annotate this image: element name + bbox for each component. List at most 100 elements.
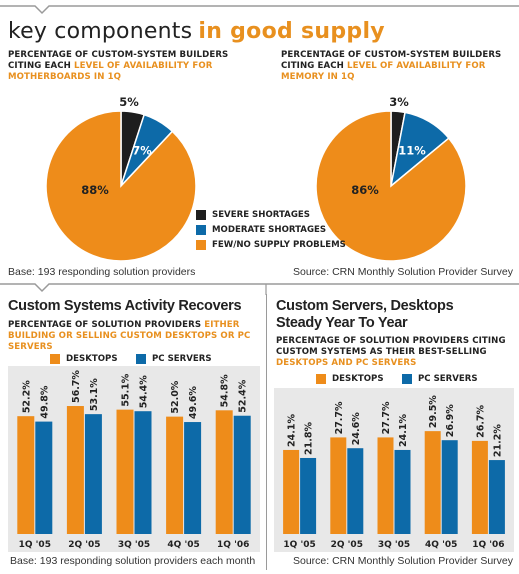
pie1-subtitle-a: PERCENTAGE OF CUSTOM-SYSTEM BUILDERS CIT…: [8, 50, 229, 71]
bar2-title-line2: Steady Year To Year: [276, 315, 408, 331]
legend-swatch-blue: [401, 373, 412, 384]
pie-label: 3%: [389, 95, 409, 109]
bar: [471, 440, 488, 534]
bar1-title: Custom Systems Activity Recovers: [8, 298, 242, 314]
legend-swatch-blue: [135, 353, 146, 364]
header-rule: [0, 5, 519, 15]
bar-value-label: 56.7%: [71, 370, 82, 403]
pie-label: 86%: [351, 183, 379, 197]
bar: [347, 448, 364, 534]
bar: [330, 437, 347, 534]
pie2-subtitle-a: PERCENTAGE OF CUSTOM-SYSTEM BUILDERS CIT…: [281, 50, 502, 71]
x-tick-label: 1Q '06: [217, 540, 249, 550]
bar: [424, 431, 441, 534]
legend-swatch-orange: [196, 239, 206, 250]
pie-slice: [45, 110, 197, 262]
column-divider: [266, 294, 267, 570]
x-tick-label: 2Q '05: [68, 540, 100, 550]
bar: [17, 416, 35, 534]
legend-swatch-orange: [316, 373, 326, 384]
x-tick-label: 1Q '06: [472, 540, 504, 550]
legend-moderate: MODERATE SHORTAGES: [196, 223, 346, 238]
bar2-subtitle-b: DESKTOPS AND PC SERVERS: [276, 358, 417, 368]
bar: [300, 457, 317, 534]
bar-value-label: 27.7%: [334, 401, 345, 434]
legend-few: FEW/NO SUPPLY PROBLEMS: [196, 238, 346, 253]
bar1-legend-servers: PC SERVERS: [135, 352, 212, 367]
page-title: key components in good supply: [8, 18, 385, 44]
pie-label: 11%: [398, 143, 426, 157]
bar: [488, 460, 505, 534]
bar2-legend: DESKTOPS PC SERVERS: [316, 368, 478, 387]
bar1-legend: DESKTOPS PC SERVERS: [50, 348, 212, 367]
bar-value-label: 52.4%: [238, 379, 249, 412]
section-rule: [0, 283, 519, 295]
legend-label: SEVERE SHORTAGES: [212, 210, 310, 220]
bar-value-label: 49.6%: [188, 386, 199, 419]
bar-value-label: 21.8%: [304, 422, 315, 455]
x-tick-label: 4Q '05: [167, 540, 199, 550]
bar: [35, 421, 53, 534]
page-title-a: key components: [8, 19, 193, 44]
legend-severe: SEVERE SHORTAGES: [196, 208, 346, 223]
bar: [166, 416, 184, 534]
bar-value-label: 24.6%: [351, 412, 362, 445]
bar1-legend-desktops: DESKTOPS: [50, 352, 118, 367]
bar: [66, 406, 84, 534]
legend-label: FEW/NO SUPPLY PROBLEMS: [212, 240, 346, 250]
x-tick-label: 1Q '05: [283, 540, 315, 550]
pie-legend: SEVERE SHORTAGES MODERATE SHORTAGES FEW/…: [196, 208, 346, 253]
pie1-subtitle-b: LEVEL OF AVAILABILITY FOR MOTHERBOARDS I…: [8, 61, 213, 82]
x-tick-label: 3Q '05: [118, 540, 150, 550]
bar-value-label: 21.2%: [492, 424, 503, 457]
pie-label: 5%: [119, 95, 139, 109]
bar-value-label: 49.8%: [39, 385, 50, 418]
bar1-subtitle: PERCENTAGE OF SOLUTION PROVIDERS EITHER …: [8, 320, 260, 353]
bar-value-label: 24.1%: [287, 414, 298, 447]
bar: [441, 440, 458, 534]
pie1-subtitle: PERCENTAGE OF CUSTOM-SYSTEM BUILDERS CIT…: [8, 50, 248, 83]
bar2-source-note: Source: CRN Monthly Solution Provider Su…: [292, 555, 513, 567]
legend-label: PC SERVERS: [151, 354, 212, 364]
x-tick-label: 3Q '05: [378, 540, 410, 550]
bar-value-label: 52.2%: [21, 380, 32, 413]
top-source-note: Source: CRN Monthly Solution Provider Su…: [292, 266, 513, 278]
bar-value-label: 29.5%: [428, 395, 439, 428]
bar-value-label: 26.9%: [445, 404, 456, 437]
pie-chart-memory: 3% 11% 86%: [315, 95, 467, 262]
bar: [233, 415, 251, 534]
bar: [283, 449, 300, 534]
bar1-subtitle-b: EITHER BUILDING OR SELLING CUSTOM DESKTO…: [8, 320, 251, 352]
legend-swatch-blue: [196, 224, 206, 235]
bar-value-label: 26.7%: [475, 404, 486, 437]
bar2-legend-desktops: DESKTOPS: [316, 372, 384, 387]
bar-chart-best-selling: 24.1% 21.8% 1Q '05 27.7% 24.6% 2Q '05 27.7% 24.…: [283, 395, 505, 550]
pie-slice: [315, 110, 467, 262]
x-tick-label: 2Q '05: [331, 540, 363, 550]
legend-swatch-orange: [50, 353, 60, 364]
bar: [215, 410, 233, 534]
x-tick-label: 4Q '05: [425, 540, 457, 550]
legend-label: PC SERVERS: [417, 374, 478, 384]
bar2-title-line1: Custom Servers, Desktops: [276, 298, 454, 314]
pie2-subtitle: PERCENTAGE OF CUSTOM-SYSTEM BUILDERS CIT…: [281, 50, 515, 83]
bar-value-label: 24.1%: [398, 414, 409, 447]
page-title-b: in good supply: [198, 19, 385, 44]
legend-label: MODERATE SHORTAGES: [212, 225, 327, 235]
bar-value-label: 54.4%: [139, 375, 150, 408]
bar2-legend-servers: PC SERVERS: [401, 372, 478, 387]
bar-value-label: 52.0%: [170, 380, 181, 413]
legend-label: DESKTOPS: [66, 354, 118, 364]
bar1-subtitle-a: PERCENTAGE OF SOLUTION PROVIDERS: [8, 320, 202, 330]
bar: [116, 409, 134, 534]
bar: [394, 449, 411, 534]
bar: [184, 422, 202, 534]
pie2-subtitle-b: LEVEL OF AVAILABILITY FOR MEMORY IN 1Q: [281, 61, 486, 82]
bar: [377, 437, 394, 534]
top-base-note: Base: 193 responding solution providers: [8, 266, 196, 278]
bar2-subtitle: PERCENTAGE OF SOLUTION PROVIDERS CITING …: [276, 336, 512, 369]
pie-label: 7%: [132, 143, 152, 157]
bar: [134, 411, 152, 534]
bar-value-label: 54.8%: [220, 374, 231, 407]
legend-label: DESKTOPS: [332, 374, 384, 384]
